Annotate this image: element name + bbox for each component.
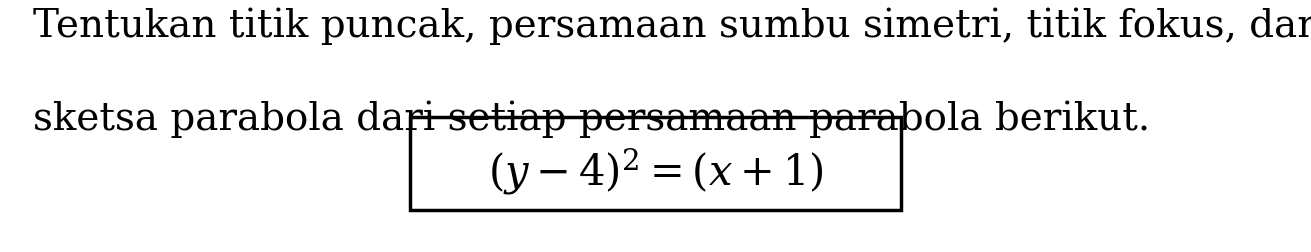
FancyBboxPatch shape <box>410 117 901 210</box>
Text: sketsa parabola dari setiap persamaan parabola berikut.: sketsa parabola dari setiap persamaan pa… <box>33 101 1150 138</box>
Text: Tentukan titik puncak, persamaan sumbu simetri, titik fokus, dan: Tentukan titik puncak, persamaan sumbu s… <box>33 8 1311 45</box>
Text: $(y - 4)^2 = (x + 1)$: $(y - 4)^2 = (x + 1)$ <box>488 146 823 197</box>
